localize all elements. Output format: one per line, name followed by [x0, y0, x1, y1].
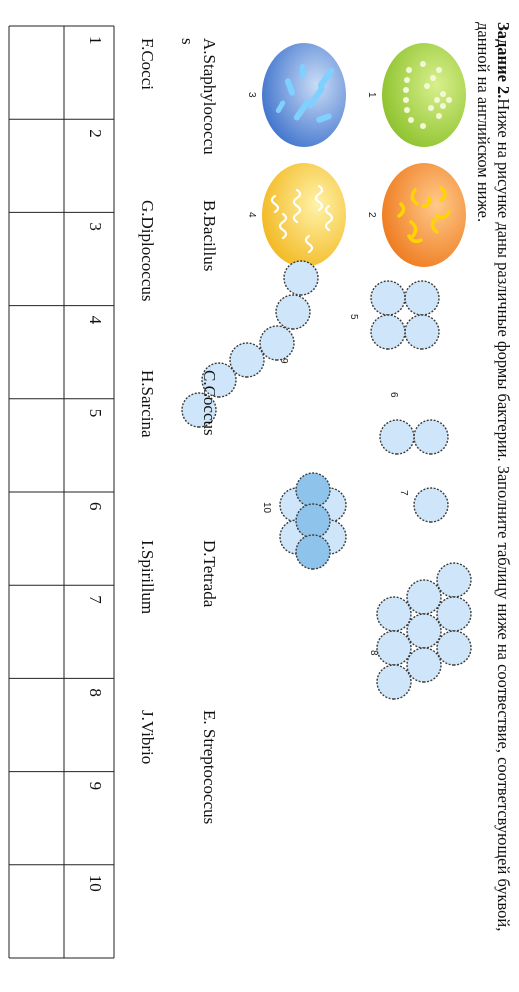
figure-number-1: 1 — [366, 92, 377, 98]
figure-number-7: 7 — [398, 490, 409, 496]
coccus-cell — [376, 664, 412, 700]
table-header-cell: 6 — [86, 502, 105, 511]
bacteria-cell-2-orange — [382, 163, 466, 267]
table-header-cell: 7 — [86, 595, 105, 604]
figure-number-5: 5 — [348, 314, 359, 320]
table-header-cell: 8 — [86, 688, 105, 697]
coccus-cell — [379, 419, 415, 455]
coccus-cell — [229, 342, 265, 378]
table-header-cell: 3 — [86, 222, 105, 231]
bacteria-cell-3-blue — [262, 43, 346, 147]
bacteria-cell-4-yellow — [262, 163, 346, 267]
coccus-cell — [295, 534, 331, 570]
coccus-cell — [413, 419, 449, 455]
table-header-cell: 10 — [86, 875, 105, 892]
coccus-cell — [436, 630, 472, 666]
table-header-cell: 1 — [86, 36, 105, 45]
coccus-cell — [275, 294, 311, 330]
coccus-cell — [370, 314, 406, 350]
coccus-cell — [181, 392, 217, 428]
coccus-group-5-tetrad — [370, 280, 440, 350]
figure-number-4: 4 — [246, 212, 257, 218]
table-header-cell: 4 — [86, 316, 105, 325]
coccus-group-7-single — [413, 487, 449, 523]
figure-number-9: 9 — [278, 358, 289, 364]
coccus-cell — [406, 647, 442, 683]
coccus-group-9-chain — [181, 260, 319, 428]
figure-number-2: 2 — [366, 212, 377, 218]
coccus-cell — [413, 487, 449, 523]
table-header-cell: 2 — [86, 129, 105, 138]
coccus-group-10-sarcina — [279, 472, 347, 570]
coccus-cell — [201, 362, 237, 398]
table-header-cell: 5 — [86, 409, 105, 418]
table-header-cell: 9 — [86, 782, 105, 791]
figure-number-8: 8 — [368, 650, 379, 656]
coccus-cell — [404, 314, 440, 350]
bacteria-cell-1-green — [382, 43, 466, 147]
coccus-group-8-cluster — [376, 562, 472, 700]
coccus-group-6-diplococcus — [379, 419, 449, 455]
figure-number-6: 6 — [388, 392, 399, 398]
figure-number-3: 3 — [246, 92, 257, 98]
coccus-cell — [283, 260, 319, 296]
coccus-cell — [259, 325, 295, 361]
figure-number-10: 10 — [261, 502, 272, 514]
